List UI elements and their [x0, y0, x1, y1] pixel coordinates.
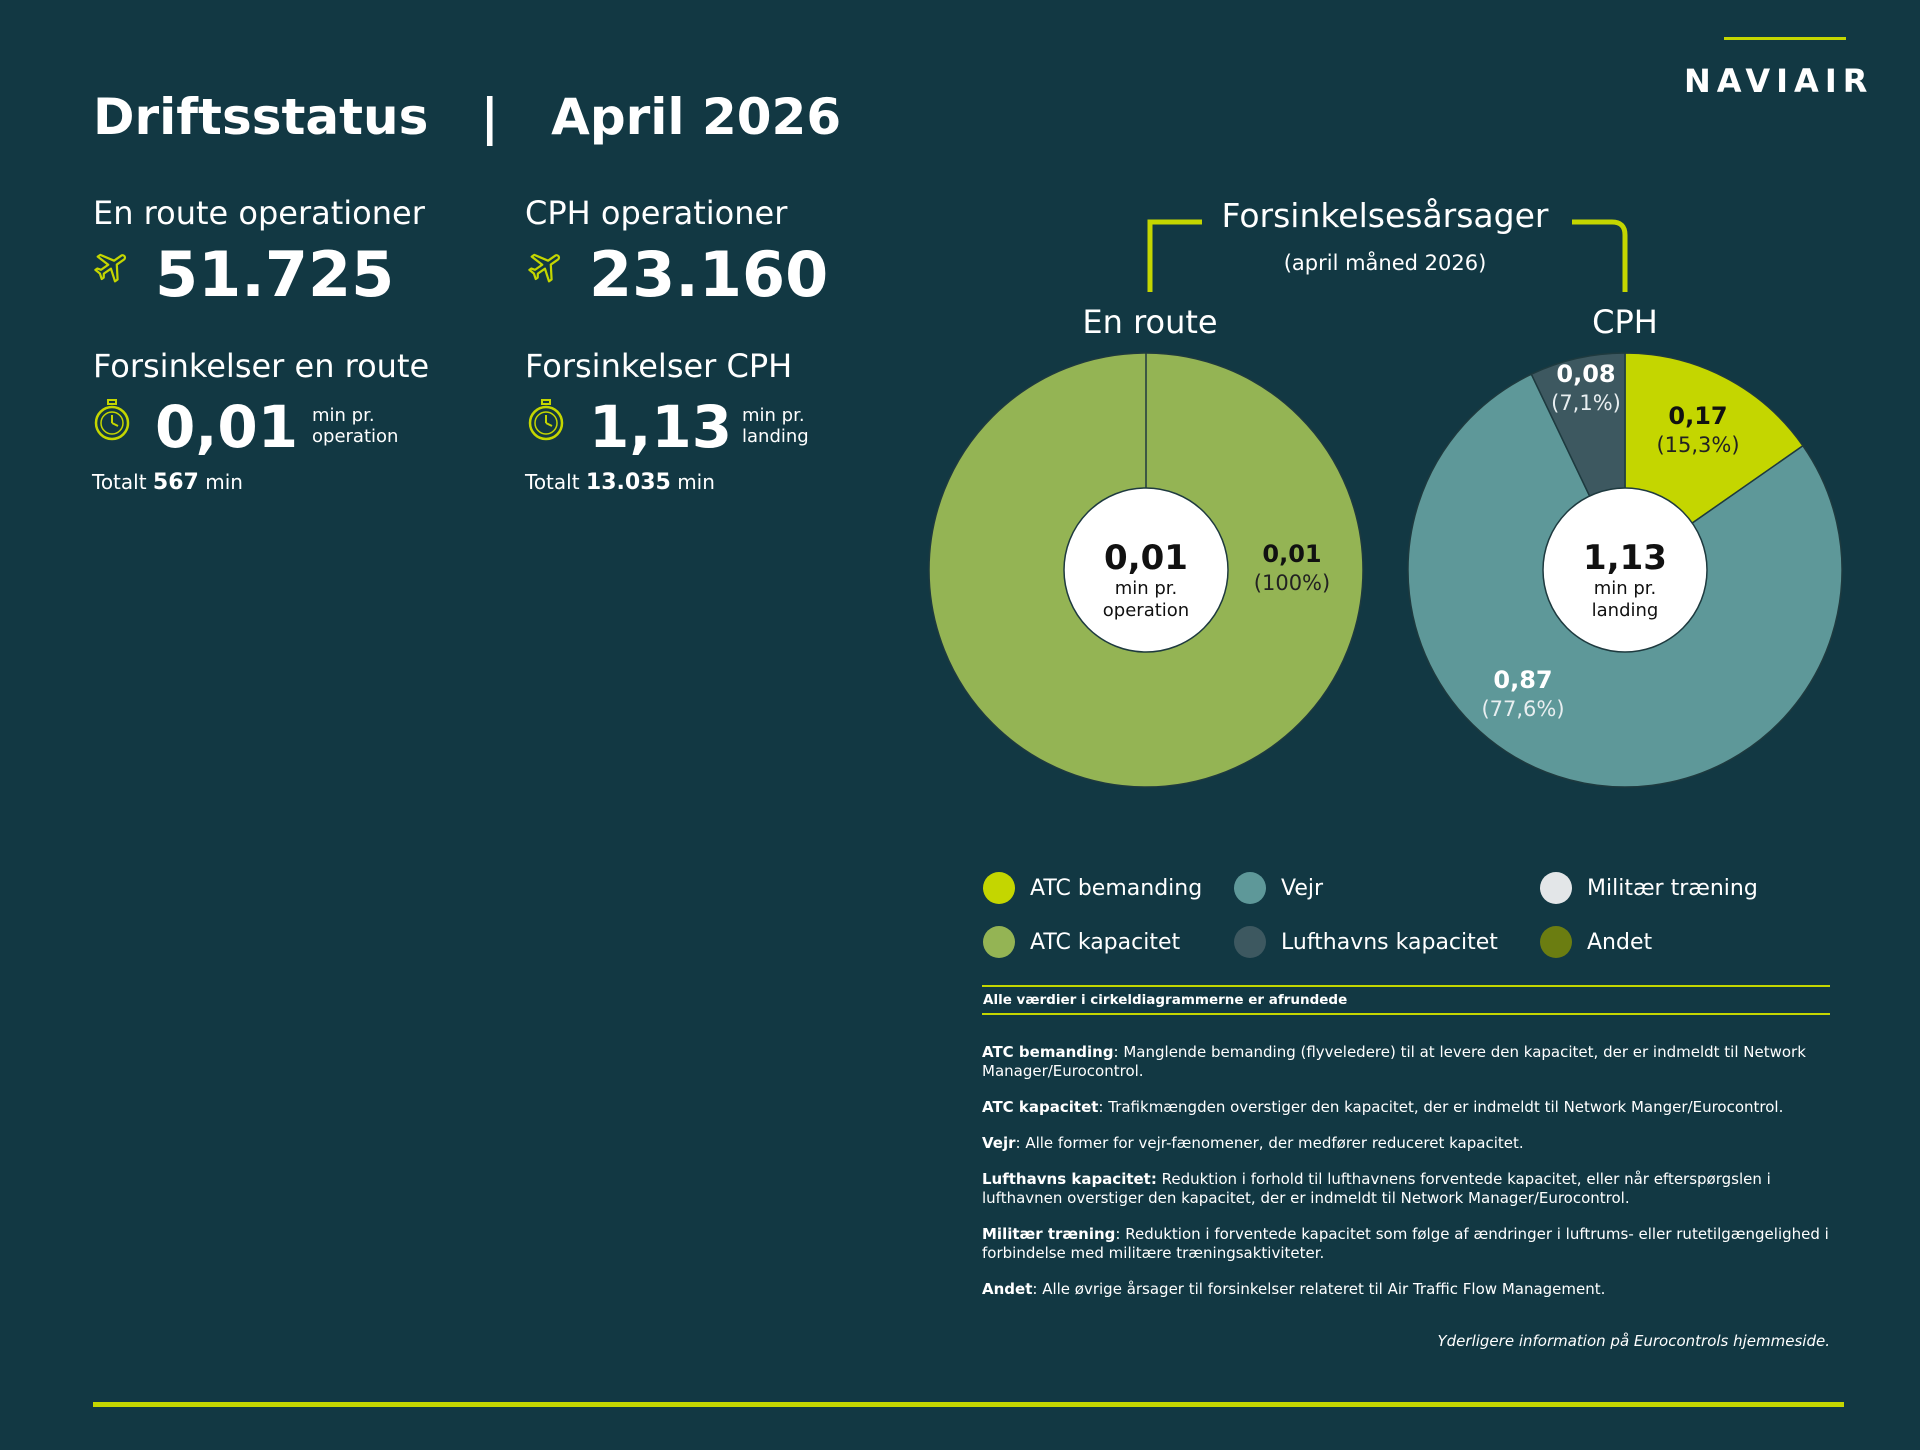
total-prefix: Totalt [525, 470, 580, 494]
definition-text: : Manglende bemanding (flyveledere) til … [982, 1043, 1806, 1080]
definition-item: ATC bemanding: Manglende bemanding (flyv… [982, 1043, 1832, 1081]
slice-value-label: 0,01 [1262, 540, 1321, 568]
legend-label: Andet [1587, 929, 1653, 955]
definition-item: Militær træning: Reduktion i forventede … [982, 1225, 1832, 1263]
definition-term: ATC kapacitet [982, 1098, 1099, 1116]
chart-title-enroute: En route [1082, 303, 1217, 341]
cph-delay-value: 1,13 [589, 393, 733, 461]
definition-term: Militær træning [982, 1225, 1116, 1243]
definition-item: Lufthavns kapacitet: Reduktion i forhold… [982, 1170, 1832, 1208]
footer-rule [93, 1402, 1844, 1407]
title-separator: | [480, 88, 499, 146]
definition-text: : Alle øvrige årsager til forsinkelser r… [1032, 1280, 1606, 1298]
definition-term: Vejr [982, 1134, 1016, 1152]
legend-label: Vejr [1281, 875, 1324, 901]
note-rule-top [982, 985, 1830, 987]
definition-term: ATC bemanding [982, 1043, 1114, 1061]
legend-item-militaer: Militær træning [1540, 872, 1758, 904]
definition-item: Andet: Alle øvrige årsager til forsinkel… [982, 1280, 1832, 1299]
legend-item-lufthavns-kapacitet: Lufthavns kapacitet [1234, 926, 1498, 958]
unit-line-1: min pr. [312, 405, 375, 426]
slice-percent-label: (7,1%) [1551, 391, 1621, 415]
delay-causes-charts: Forsinkelsesårsager (april måned 2026) E… [928, 196, 1843, 788]
definition-term: Lufthavns kapacitet: [982, 1170, 1157, 1188]
legend-label: ATC kapacitet [1030, 929, 1181, 955]
enroute-ops-value: 51.725 [155, 238, 395, 311]
pie-center-disc [1063, 487, 1229, 653]
stopwatch-icon [527, 398, 565, 446]
legend-item-atc-bemanding: ATC bemanding [983, 872, 1202, 904]
charts-subtitle: (april måned 2026) [1284, 250, 1487, 275]
unit-line-1: min pr. [742, 405, 805, 426]
definition-text: Reduktion i forhold til lufthavnens forv… [982, 1170, 1771, 1207]
legend-swatch [1234, 872, 1266, 904]
cph-delay-label: Forsinkelser CPH [525, 347, 793, 385]
title-month: April 2026 [551, 88, 842, 146]
pie-center-unit-2: landing [1592, 600, 1659, 621]
legend-item-andet: Andet [1540, 926, 1652, 958]
total-unit: min [677, 470, 715, 494]
legend-label: ATC bemanding [1030, 875, 1203, 901]
naviair-logo: NAVIAIR [1684, 62, 1874, 100]
legend-item-atc-kapacitet: ATC kapacitet [983, 926, 1180, 958]
more-info-link[interactable]: Yderligere information på Eurocontrols h… [1437, 1332, 1830, 1350]
page-title: Driftsstatus | April 2026 [93, 88, 841, 146]
legend-item-vejr: Vejr [1234, 872, 1323, 904]
legend-swatch [1540, 926, 1572, 958]
definition-item: Vejr: Alle former for vejr-fænomener, de… [982, 1134, 1832, 1153]
slice-percent-label: (100%) [1254, 571, 1330, 595]
enroute-delay-value: 0,01 [155, 393, 299, 461]
legend-swatch [983, 872, 1015, 904]
pie-chart-cph: 0,17 (15,3%) 0,87 (77,6%) 0,08 (7,1%) 1,13min … [1407, 352, 1843, 788]
slice-value-label: 0,08 [1556, 360, 1615, 388]
definition-term: Andet [982, 1280, 1033, 1298]
bracket-right [1572, 219, 1628, 292]
definition-item: ATC kapacitet: Trafikmængden overstiger … [982, 1098, 1832, 1117]
pie-center-value: 0,01 [1104, 538, 1188, 578]
chart-title-cph: CPH [1592, 303, 1658, 341]
definition-text: : Alle former for vejr-fænomener, der me… [1015, 1134, 1524, 1152]
cph-delay-total: Totalt 13.035 min [525, 470, 715, 495]
legend-label: Lufthavns kapacitet [1281, 929, 1498, 955]
slice-percent-label: (15,3%) [1656, 433, 1739, 457]
total-value: 13.035 [585, 470, 671, 495]
airplane-icon [527, 247, 565, 289]
charts-title: Forsinkelsesårsager [1222, 196, 1549, 235]
legend-swatch [983, 926, 1015, 958]
definition-text: : Reduktion i forventede kapacitet som f… [982, 1225, 1829, 1262]
definition-text: : Trafikmængden overstiger den kapacitet… [1098, 1098, 1784, 1116]
total-prefix: Totalt [92, 470, 147, 494]
enroute-delay-label: Forsinkelser en route [93, 347, 430, 385]
legend-swatch [1234, 926, 1266, 958]
slice-value-label: 0,17 [1668, 402, 1727, 430]
stopwatch-icon [93, 398, 131, 446]
rounding-note: Alle værdier i cirkeldiagrammerne er afr… [983, 992, 1348, 1008]
legend-label: Militær træning [1587, 875, 1758, 901]
slice-value-label: 0,87 [1493, 666, 1552, 694]
cph-ops-value: 23.160 [589, 238, 829, 311]
enroute-delay-total: Totalt 567 min [92, 470, 243, 495]
pie-center-unit-2: operation [1103, 600, 1189, 621]
enroute-ops-label: En route operationer [93, 194, 425, 232]
unit-line-2: operation [312, 426, 399, 447]
bracket-left [1147, 219, 1202, 292]
pie-center-disc [1542, 487, 1708, 653]
logo-accent-line [1724, 37, 1846, 40]
pie-center-unit-1: min pr. [1594, 578, 1657, 599]
unit-line-2: landing [742, 426, 809, 447]
definitions-list: ATC bemanding: Manglende bemanding (flyv… [982, 1043, 1832, 1316]
title-text: Driftsstatus [93, 88, 429, 146]
total-value: 567 [152, 470, 199, 495]
total-unit: min [205, 470, 243, 494]
cph-ops-label: CPH operationer [525, 194, 788, 232]
note-rule-bottom [982, 1013, 1830, 1015]
enroute-delay-unit: min pr. operation [312, 405, 398, 447]
legend-swatch [1540, 872, 1572, 904]
slice-percent-label: (77,6%) [1481, 697, 1564, 721]
pie-center-unit-1: min pr. [1115, 578, 1178, 599]
airplane-icon [93, 247, 131, 289]
pie-center-value: 1,13 [1583, 538, 1667, 578]
cph-delay-unit: min pr. landing [742, 405, 809, 447]
